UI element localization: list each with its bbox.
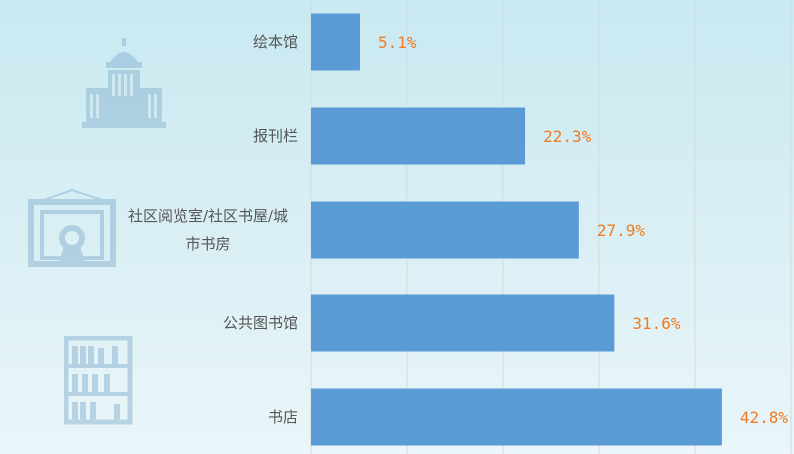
data-label-4: 42.8% (740, 408, 789, 427)
certificate-icon (28, 188, 116, 268)
category-label-0: 绘本馆 (253, 33, 298, 51)
bookshelf-icon (64, 336, 133, 425)
data-label-2: 27.9% (597, 221, 646, 240)
library-building-icon (82, 38, 166, 128)
category-label-4: 书店 (268, 408, 298, 426)
bar-4 (311, 388, 722, 446)
data-label-0: 5.1% (378, 33, 417, 52)
bar-1 (311, 107, 526, 165)
data-label-1: 22.3% (543, 127, 592, 146)
bar-2 (311, 201, 579, 259)
category-label-1: 报刊栏 (253, 127, 298, 145)
bar-0 (311, 13, 360, 71)
data-label-3: 31.6% (632, 314, 681, 333)
category-label-3: 公共图书馆 (223, 314, 298, 332)
bar-3 (311, 294, 615, 352)
category-label-2: 市书房 (185, 235, 230, 253)
category-label-2: 社区阅览室/社区书屋/城 (128, 207, 288, 225)
